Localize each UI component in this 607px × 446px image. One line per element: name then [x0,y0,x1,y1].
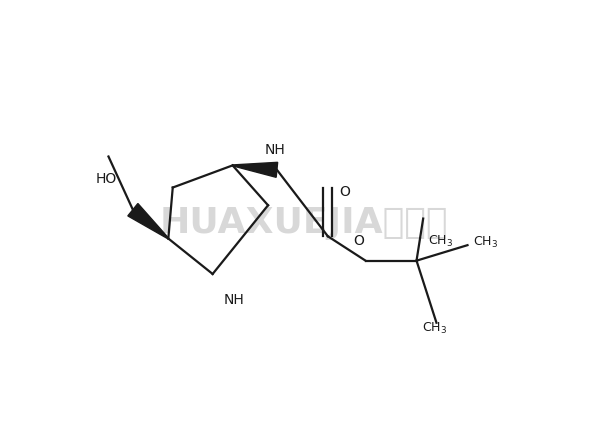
Text: NH: NH [264,143,285,157]
Text: O: O [353,234,364,248]
Text: O: O [339,185,350,199]
Polygon shape [128,203,169,239]
Text: CH$_3$: CH$_3$ [427,234,453,249]
Text: CH$_3$: CH$_3$ [473,235,498,251]
Text: NH: NH [224,293,245,306]
Polygon shape [232,162,277,178]
Text: HO: HO [96,172,117,186]
Text: CH$_3$: CH$_3$ [422,321,447,336]
Text: HUAXUEJIA化学加: HUAXUEJIA化学加 [159,206,448,240]
